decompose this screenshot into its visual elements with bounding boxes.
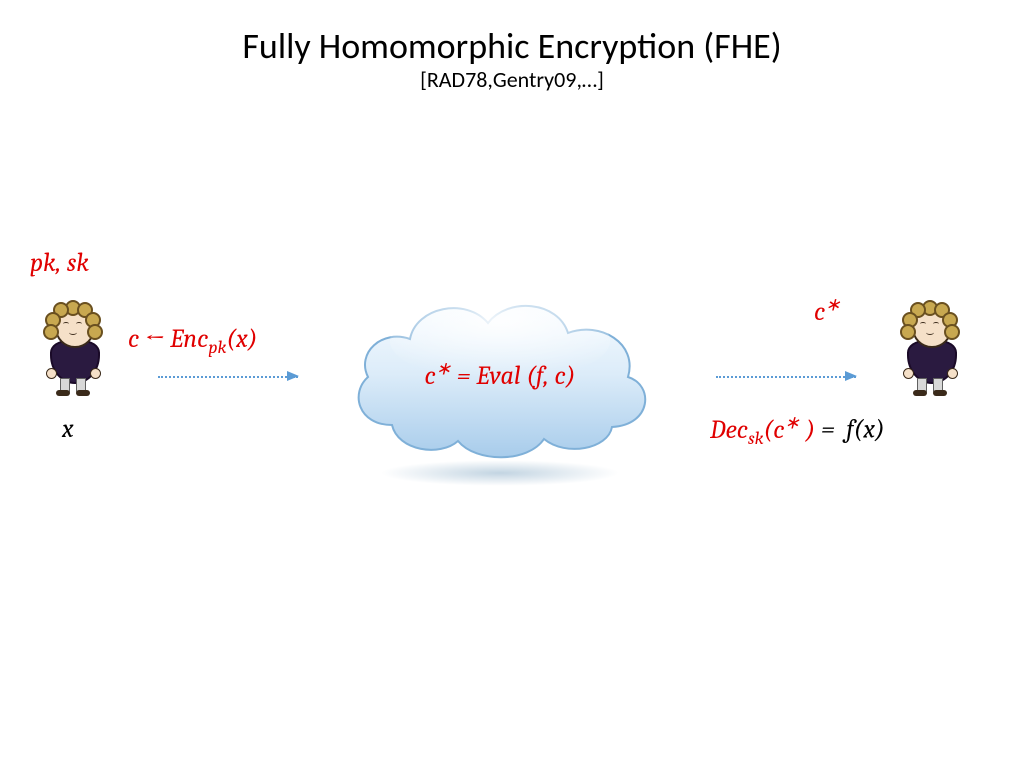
eval-label: c∗ = Eval (f, c) [395,358,605,391]
slide-subtitle: [RAD78,Gentry09,…] [0,66,1024,93]
arrow-to-cloud-icon [158,376,298,378]
keys-label: pk, sk [30,246,89,278]
cstar-label: c∗ [814,294,841,327]
cloud-shadow [380,460,620,486]
slide-title: Fully Homomorphic Encryption (FHE) [0,24,1024,68]
alice-left-icon [38,290,108,400]
arrow-from-cloud-icon [716,376,856,378]
decrypt-label: Decsk(c∗ ) = f(x) [710,412,885,449]
x-label: x [62,412,74,444]
alice-right-icon [895,290,965,400]
encrypt-label: c ← Encpk(x) [128,322,257,358]
